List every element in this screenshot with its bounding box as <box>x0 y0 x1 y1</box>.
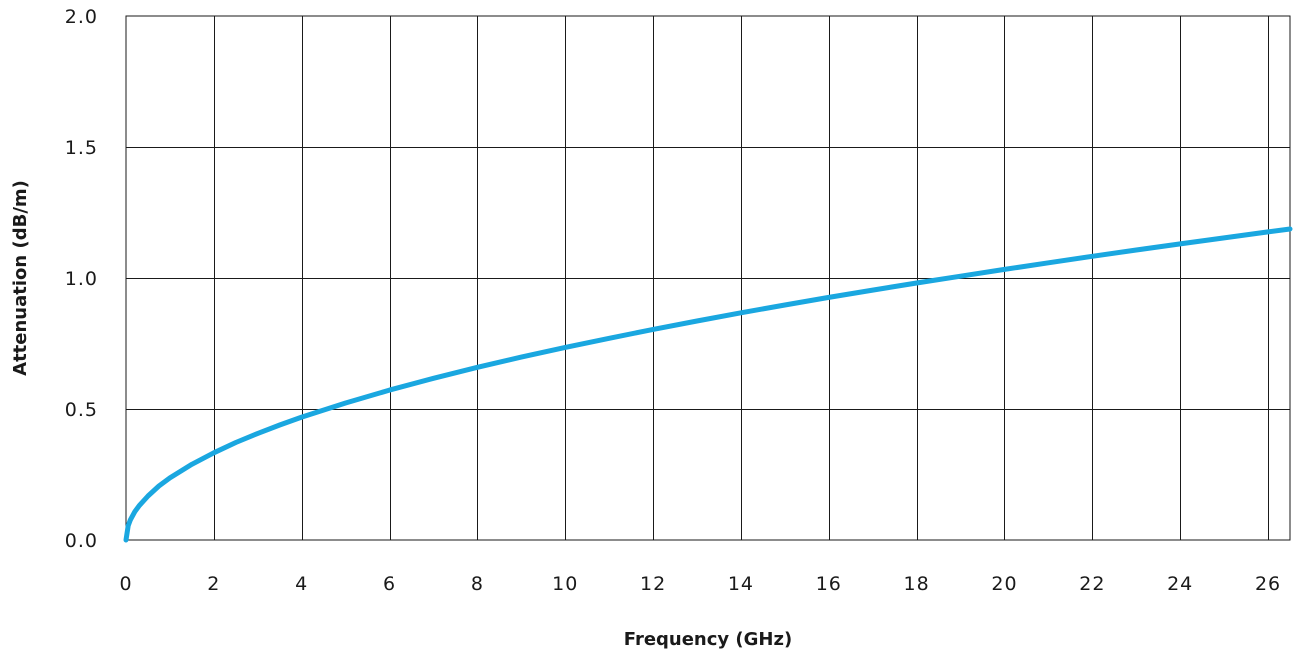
x-tick-label: 0 <box>119 573 132 595</box>
x-tick-label: 18 <box>904 573 930 595</box>
y-tick-label: 2.0 <box>65 6 98 28</box>
x-axis-ticks: 0 2 4 6 8 10 12 14 16 18 20 22 24 26 <box>119 573 1281 595</box>
series-line <box>123 226 1293 543</box>
y-tick-label: 0.0 <box>65 530 98 552</box>
series-layer <box>123 226 1293 543</box>
x-tick-label: 26 <box>1255 573 1281 595</box>
x-tick-label: 16 <box>816 573 842 595</box>
x-tick-label: 20 <box>991 573 1017 595</box>
plot-frame <box>125 15 1291 541</box>
y-tick-label: 1.0 <box>65 268 98 290</box>
x-tick-label: 24 <box>1167 573 1193 595</box>
y-axis-ticks: 0.0 0.5 1.0 1.5 2.0 <box>65 6 98 552</box>
x-tick-label: 14 <box>728 573 754 595</box>
y-tick-label: 1.5 <box>65 137 98 159</box>
x-tick-label: 10 <box>552 573 578 595</box>
x-tick-label: 4 <box>295 573 308 595</box>
grid <box>126 16 1290 540</box>
x-tick-label: 6 <box>383 573 396 595</box>
x-axis-title: Frequency (GHz) <box>624 629 792 650</box>
x-tick-label: 2 <box>207 573 220 595</box>
x-tick-label: 12 <box>640 573 666 595</box>
x-tick-label: 8 <box>471 573 484 595</box>
y-tick-label: 0.5 <box>65 399 98 421</box>
y-axis-title: Attenuation (dB/m) <box>10 180 31 376</box>
x-tick-label: 22 <box>1079 573 1105 595</box>
